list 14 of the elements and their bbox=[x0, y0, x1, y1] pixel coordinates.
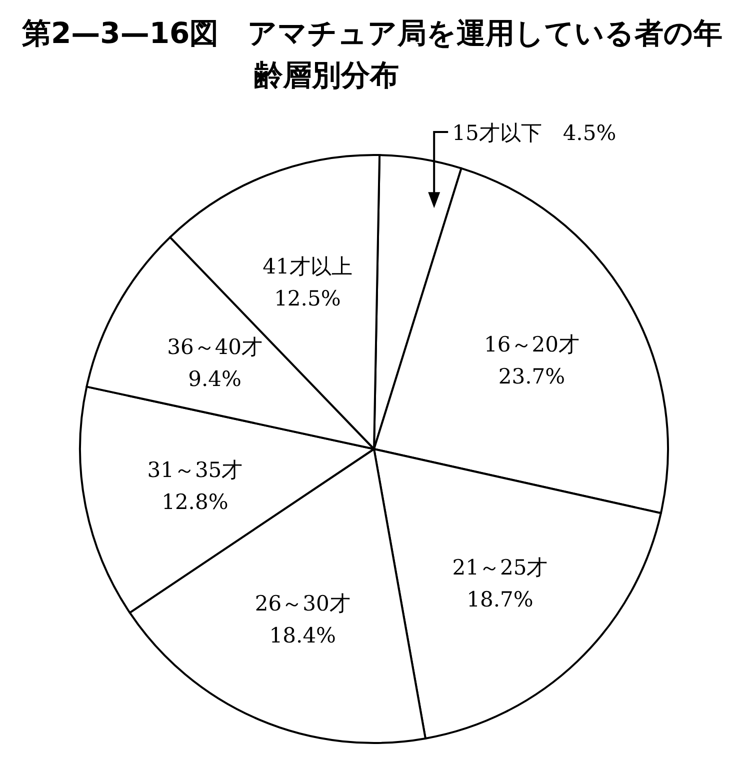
chart-title: 第2—3—16図 アマチュア局を運用している者の年齢層別分布 bbox=[22, 15, 724, 94]
slice-label: 16～20才 bbox=[484, 332, 580, 357]
slice-label: 41才以上 bbox=[262, 254, 352, 278]
slice-label: 31～35才 bbox=[147, 458, 243, 482]
slice-label: 36～40才 bbox=[167, 335, 263, 360]
data-label: 23.7% bbox=[498, 364, 566, 389]
slice-label: 21～25才 bbox=[452, 556, 548, 580]
data-label: 18.7% bbox=[466, 588, 534, 612]
slice-label: 26～30才 bbox=[254, 592, 350, 616]
data-label: 12.8% bbox=[162, 490, 228, 514]
data-label: 9.4% bbox=[188, 367, 242, 392]
data-label: 18.4% bbox=[269, 624, 336, 648]
data-label: 12.5% bbox=[274, 286, 341, 310]
slice-label: 15才以下 4.5% bbox=[452, 121, 616, 145]
